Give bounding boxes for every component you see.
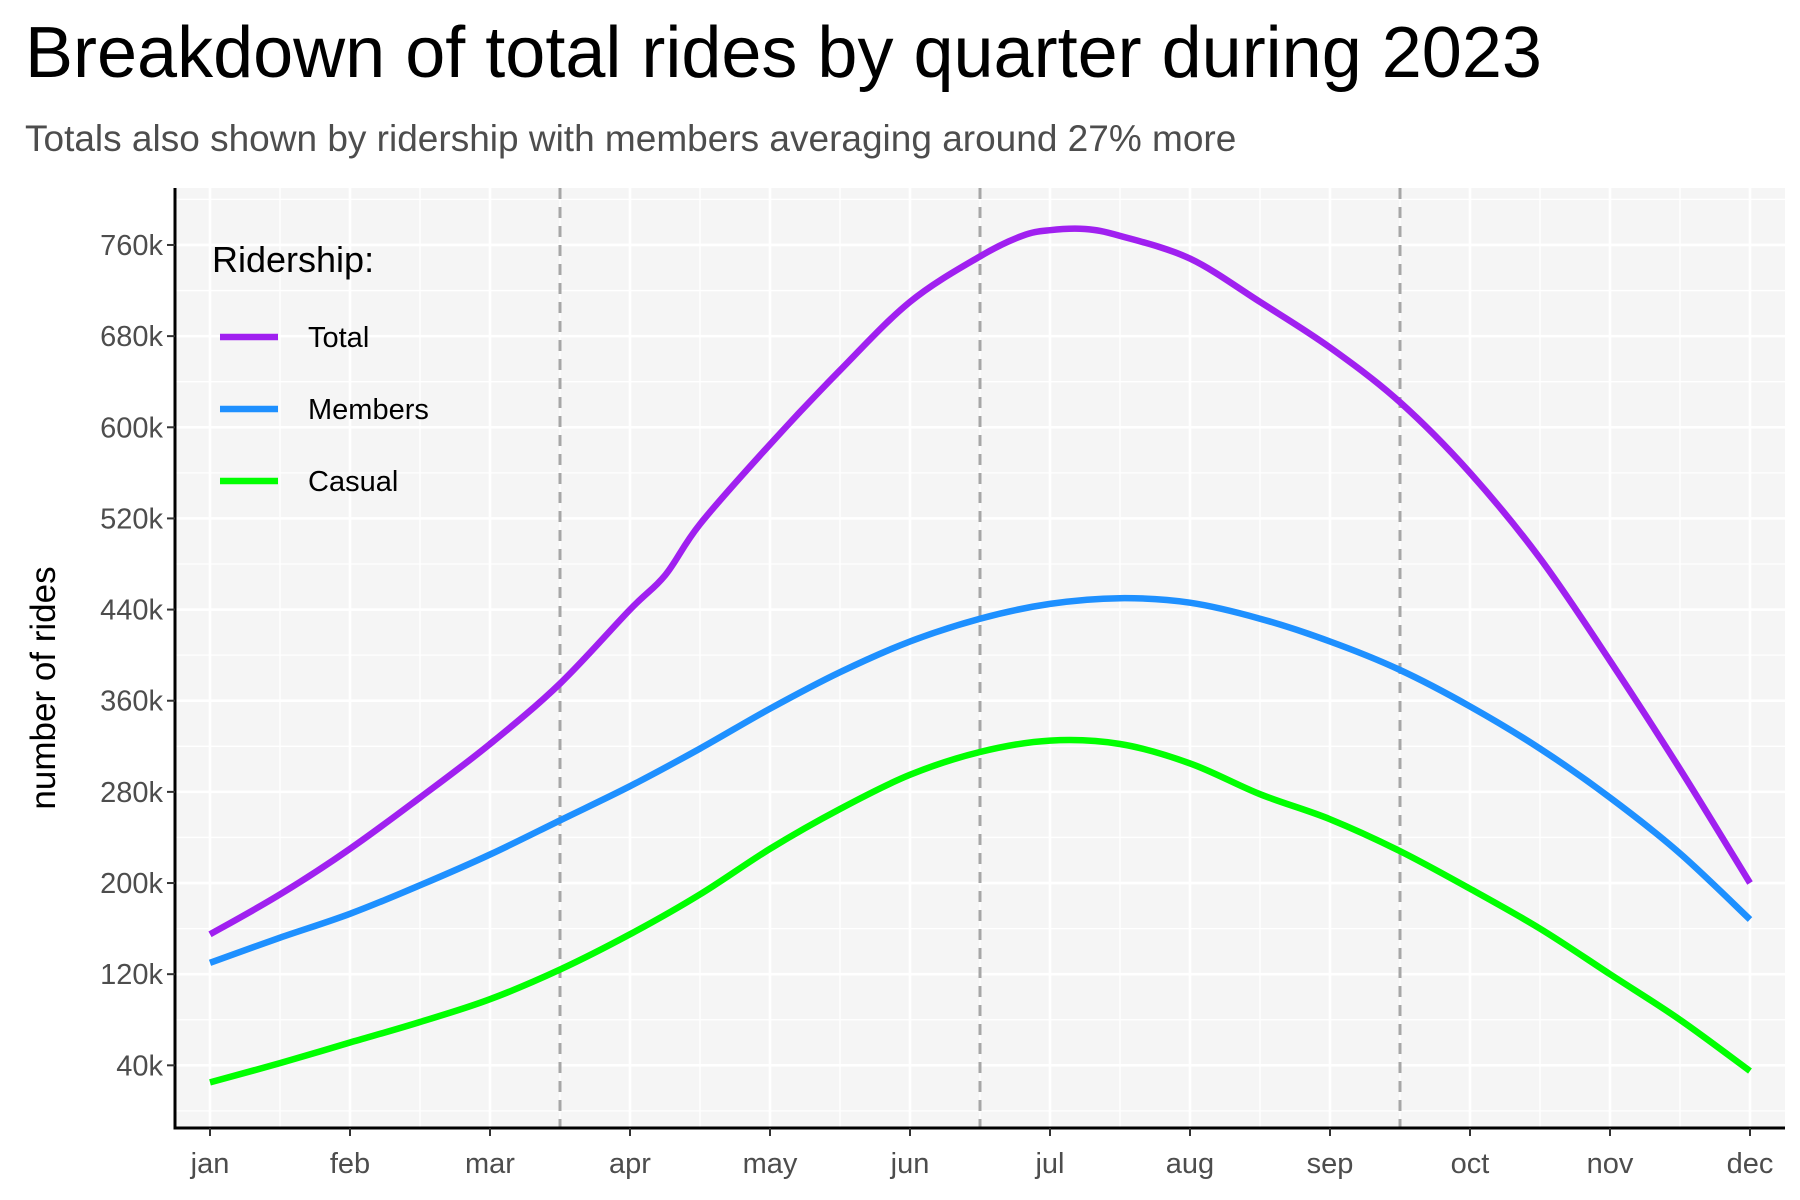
x-tick-label: sep [1307,1148,1354,1180]
x-tick-label: dec [1727,1148,1774,1180]
x-tick-label: jul [1034,1148,1064,1180]
legend: Ridership: Total Members Casual [212,239,429,498]
y-tick-label: 360k [100,686,163,718]
chart-title: Breakdown of total rides by quarter duri… [25,13,1542,93]
legend-label-casual: Casual [308,466,398,498]
axes [173,188,1785,1130]
tick-labels: 40k 120k 200k 280k 360k 440k 520k 600k 680k 760k j… [100,230,1773,1180]
x-tick-label: feb [330,1148,370,1180]
y-tick-label: 760k [100,230,163,262]
grid-lines [175,188,1785,1128]
y-tick-label: 120k [100,959,163,991]
x-tick-label: jun [890,1148,930,1180]
series-line-casual [209,736,1752,1086]
y-tick-label: 280k [100,777,163,809]
x-tick-label: nov [1587,1148,1634,1180]
x-tick-label: jan [190,1148,230,1180]
chart-subtitle: Totals also shown by ridership with memb… [25,118,1237,159]
series-lines [208,225,1753,1086]
y-tick-label: 600k [100,412,163,444]
x-tick-label: apr [609,1148,651,1180]
legend-label-members: Members [308,394,429,426]
y-tick-label: 200k [100,868,163,900]
x-tick-label: mar [465,1148,515,1180]
x-tick-label: may [743,1148,798,1180]
x-tick-label: oct [1451,1148,1490,1180]
x-tick-label: aug [1166,1148,1214,1180]
legend-label-total: Total [308,322,369,354]
y-tick-label: 440k [100,595,163,627]
legend-title: Ridership: [212,239,374,280]
y-axis-label: number of rides [24,566,63,809]
series-line-total [208,225,1753,938]
y-tick-label: 680k [100,321,163,353]
y-tick-label: 40k [116,1050,163,1082]
y-tick-label: 520k [100,503,163,535]
series-line-members [208,594,1753,966]
